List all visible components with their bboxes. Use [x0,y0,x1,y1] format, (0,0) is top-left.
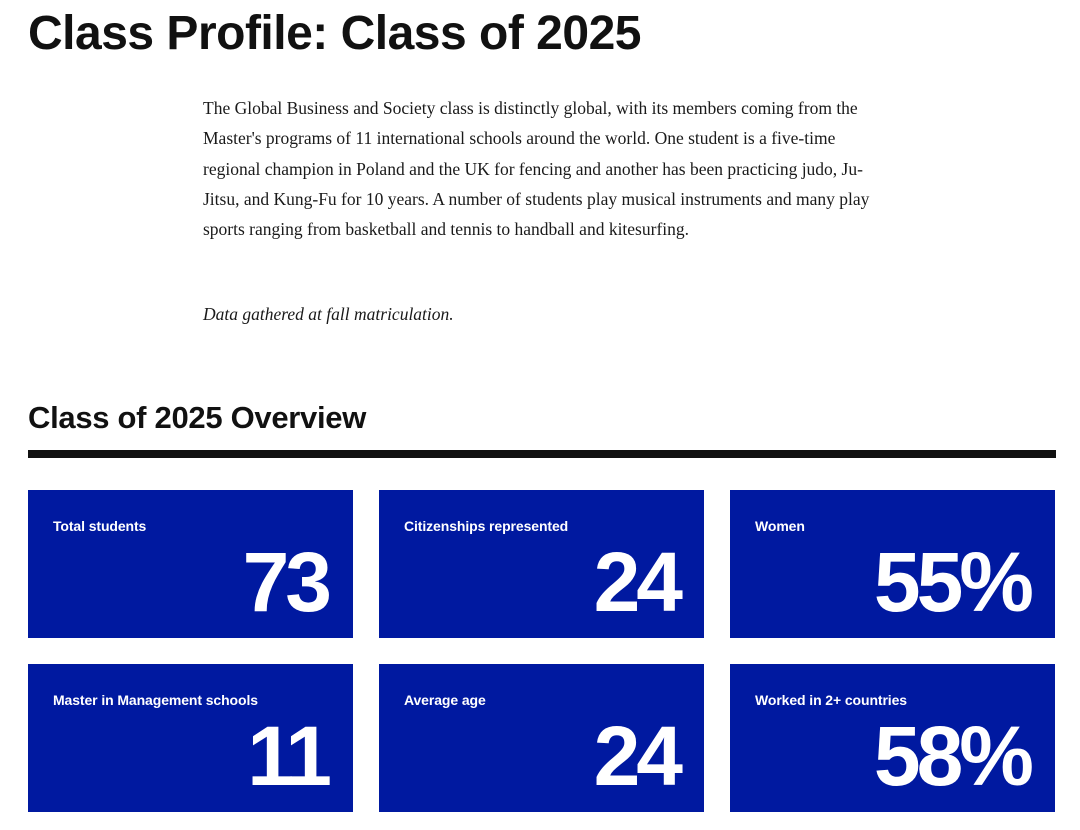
stat-value: 24 [593,535,683,629]
data-note: Data gathered at fall matriculation. [203,304,454,324]
stat-value: 58% [873,709,1034,803]
stat-card-average-age: Average age 24 [379,664,704,812]
page-title: Class Profile: Class of 2025 [28,7,641,60]
stat-label: Women [755,518,805,534]
stat-value: 24 [593,709,683,803]
stat-label: Average age [404,692,486,708]
stat-label: Citizenships represented [404,518,569,534]
stat-card-women: Women 55% [730,490,1055,638]
stat-value: 11 [247,709,332,803]
stat-label: Worked in 2+ countries [755,692,907,708]
stat-label: Total students [53,518,147,534]
stat-card-mim-schools: Master in Management schools 11 [28,664,353,812]
stat-card-citizenships: Citizenships represented 24 [379,490,704,638]
stat-card-worked-countries: Worked in 2+ countries 58% [730,664,1055,812]
section-divider [28,450,1056,458]
intro-paragraph: The Global Business and Society class is… [203,98,870,240]
stats-grid: Total students 73 Citizenships represent… [28,490,1056,812]
stat-value: 73 [242,535,332,629]
overview-title: Class of 2025 Overview [28,400,367,435]
stat-card-total-students: Total students 73 [28,490,353,638]
stat-label: Master in Management schools [53,692,258,708]
stat-value: 55% [873,535,1034,629]
